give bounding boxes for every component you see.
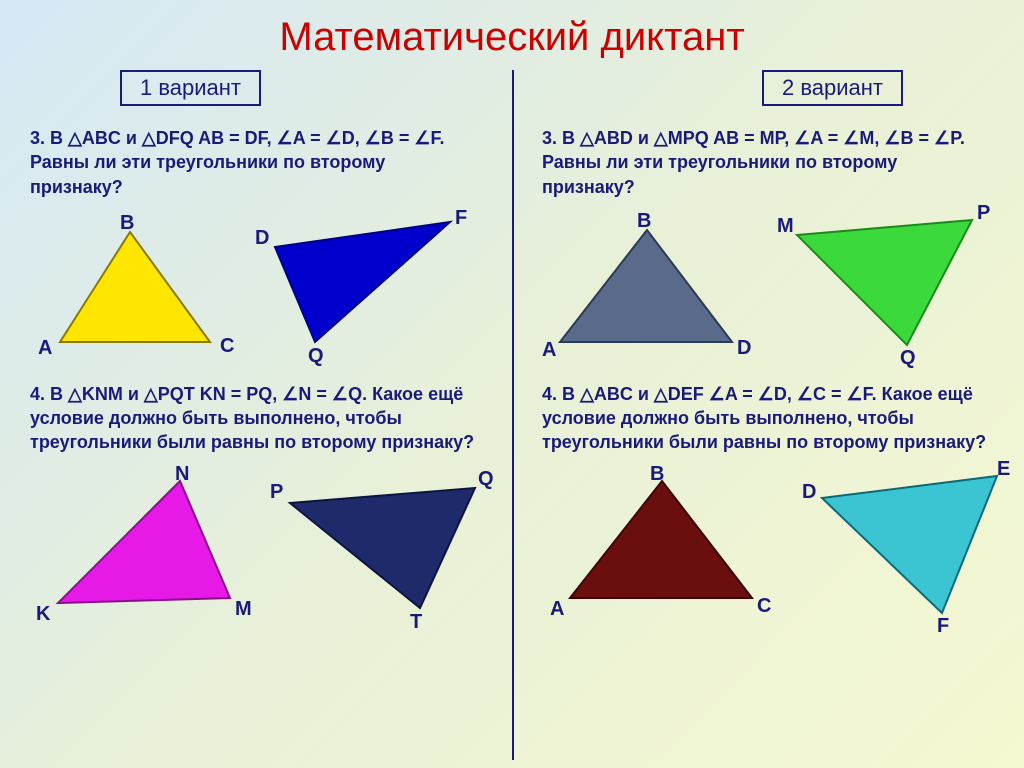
triangle-def xyxy=(812,468,1007,623)
vertex-a3: A xyxy=(550,598,564,621)
vertex-e: E xyxy=(997,458,1010,481)
vertex-t: T xyxy=(410,611,422,634)
triangle-pqt xyxy=(280,483,490,623)
vertex-m: M xyxy=(235,598,252,621)
vertex-p: P xyxy=(270,481,283,504)
vertex-q2: Q xyxy=(478,468,494,491)
triangle-mpq xyxy=(787,215,987,355)
variant-2-column: 2 вариант 3. В △ABD и △MPQ AB = MP, ∠A =… xyxy=(512,70,1024,760)
triangle-abc2 xyxy=(562,473,762,613)
v2-q3-figure: B A D M P Q xyxy=(542,207,994,382)
vertex-p2: P xyxy=(977,202,990,225)
columns: 1 вариант 3. В △ABC и △DFQ AB = DF, ∠A =… xyxy=(0,70,1024,760)
vertex-k: K xyxy=(36,603,50,626)
variant-1-column: 1 вариант 3. В △ABC и △DFQ AB = DF, ∠A =… xyxy=(0,70,512,760)
vertex-c2: C xyxy=(757,595,771,618)
triangle-dfq xyxy=(265,217,465,352)
vertex-b3: B xyxy=(650,463,664,486)
vertex-f2: F xyxy=(937,615,949,638)
vertex-b2: B xyxy=(637,210,651,233)
page-title: Математический диктант xyxy=(0,0,1024,70)
vertex-b: B xyxy=(120,212,134,235)
vertex-q: Q xyxy=(308,345,324,368)
v1-q3-figure: B A C D F Q xyxy=(30,207,482,382)
v2-q4-figure: B A C D E F xyxy=(542,463,994,638)
v2-q4-text: 4. В △ABC и △DEF ∠A = ∠D, ∠C = ∠F. Какое… xyxy=(542,382,994,455)
vertex-a2: A xyxy=(542,339,556,362)
triangle-abd xyxy=(552,222,742,352)
vertex-q3: Q xyxy=(900,347,916,370)
vertex-d: D xyxy=(255,227,269,250)
v1-q4-text: 4. В △KNM и △PQT KN = PQ, ∠N = ∠Q. Какое… xyxy=(30,382,482,455)
vertex-m2: M xyxy=(777,215,794,238)
vertex-c: C xyxy=(220,335,234,358)
v1-q3-text: 3. В △ABC и △DFQ AB = DF, ∠A = ∠D, ∠B = … xyxy=(30,126,482,199)
variant-1-label: 1 вариант xyxy=(120,70,261,106)
vertex-a: A xyxy=(38,337,52,360)
triangle-abc xyxy=(50,222,220,352)
vertex-d3: D xyxy=(802,481,816,504)
vertex-n: N xyxy=(175,463,189,486)
v1-q4-figure: N K M P Q T xyxy=(30,463,482,638)
vertex-f: F xyxy=(455,207,467,230)
vertex-d2: D xyxy=(737,337,751,360)
triangle-knm xyxy=(50,473,240,623)
v2-q3-text: 3. В △ABD и △MPQ AB = MP, ∠A = ∠M, ∠B = … xyxy=(542,126,994,199)
variant-2-label: 2 вариант xyxy=(762,70,903,106)
